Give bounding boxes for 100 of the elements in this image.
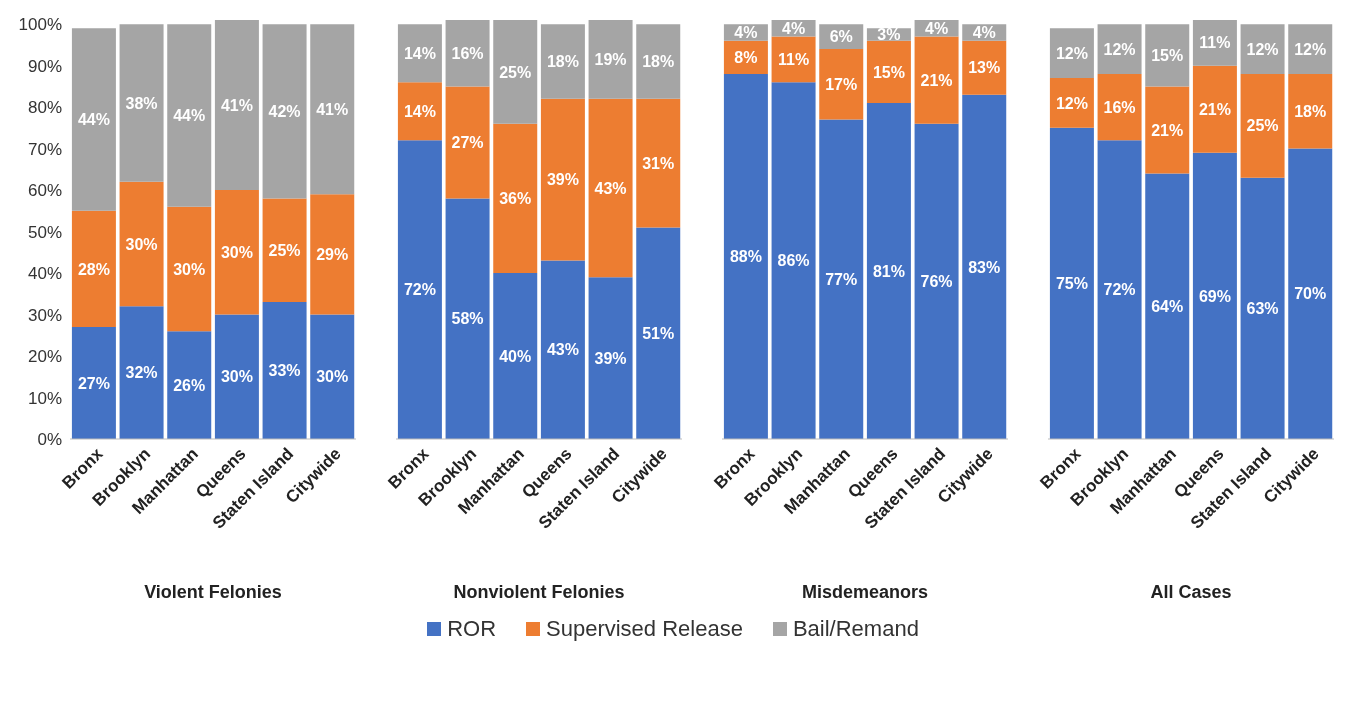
y-tick-label: 0% [37,430,62,450]
bar [636,227,681,439]
data-label: 88% [729,248,762,266]
bar [540,98,585,261]
bar [1288,73,1333,149]
bar [445,20,490,87]
bar [1049,28,1094,79]
data-label: 4% [734,24,758,42]
bar [167,24,212,207]
data-label: 25% [499,63,532,81]
data-label: 27% [451,134,484,152]
bar [397,140,442,439]
y-tick-label: 50% [27,222,62,242]
bar [119,306,164,439]
data-label: 16% [1103,98,1136,116]
bar [1145,86,1190,174]
data-label: 36% [499,190,532,208]
bar [445,86,490,199]
bar [310,194,355,315]
bar [214,20,259,191]
data-label: 51% [642,324,675,342]
bar [636,98,681,228]
data-label: 30% [125,235,158,253]
data-label: 26% [173,376,206,394]
bar [1049,127,1094,439]
x-axis-title: Misdemeanors [801,582,929,602]
bar [214,314,259,439]
data-label: 69% [1198,287,1231,305]
data-label: 43% [594,179,627,197]
bar [723,73,768,439]
y-tick-label: 10% [27,388,62,408]
bar [71,210,116,327]
bar [214,190,259,315]
bar [493,123,538,274]
data-label: 8% [734,49,758,67]
data-label: 58% [451,310,484,328]
legend-label: Supervised Release [546,616,743,642]
data-label: 77% [825,270,858,288]
data-label: 81% [872,262,905,280]
data-label: 6% [829,28,853,46]
y-tick-label: 80% [27,98,62,118]
bar [493,20,538,124]
bar [119,181,164,307]
data-label: 14% [403,102,436,120]
bar [636,24,681,99]
bar [119,24,164,182]
data-label: 86% [777,252,810,270]
bar [866,40,911,103]
x-axis-title: All Cases [1150,582,1232,602]
data-label: 72% [1103,281,1136,299]
data-label: 76% [920,273,953,291]
bar [1145,173,1190,439]
y-tick-label: 60% [27,181,62,201]
data-label: 4% [782,19,806,37]
x-axis-title: Nonviolent Felonies [453,582,625,602]
bar [1240,73,1285,178]
bar [310,24,355,195]
bar [914,36,959,124]
y-tick-label: 90% [27,56,62,76]
data-label: 12% [1055,44,1088,62]
data-label: 32% [125,364,158,382]
data-label: 33% [268,362,301,380]
data-label: 12% [1246,40,1279,58]
bar [1097,140,1142,439]
bar [540,24,585,99]
data-label: 41% [220,96,253,114]
bar [71,28,116,211]
y-tick-label: 100% [18,15,62,35]
bar [397,82,442,141]
data-label: 63% [1246,300,1279,317]
bar [962,94,1007,439]
bar [493,273,538,439]
data-label: 30% [220,368,253,386]
bar [262,302,307,439]
data-label: 18% [1294,102,1327,120]
bar [588,98,633,278]
data-label: 42% [268,102,301,120]
data-label: 16% [451,44,484,62]
bar [914,123,959,439]
y-tick-label: 70% [27,139,62,159]
data-label: 25% [268,241,301,259]
data-label: 30% [173,260,206,278]
data-label: 64% [1151,297,1184,315]
bar [1097,73,1142,141]
bar [771,82,816,439]
bar [397,24,442,83]
data-label: 28% [77,260,110,278]
y-tick-label: 20% [27,347,62,367]
bar [1240,177,1285,439]
data-label: 43% [546,341,579,359]
legend-label: ROR [447,616,497,642]
data-label: 41% [316,100,349,118]
data-label: 40% [499,347,532,365]
bar [1192,152,1237,439]
data-label: 25% [1246,117,1279,135]
data-label: 11% [1199,34,1231,52]
bar [866,102,911,439]
legend-label: Bail/Remand [792,616,919,642]
data-label: 17% [825,75,858,93]
bar [1192,65,1237,153]
